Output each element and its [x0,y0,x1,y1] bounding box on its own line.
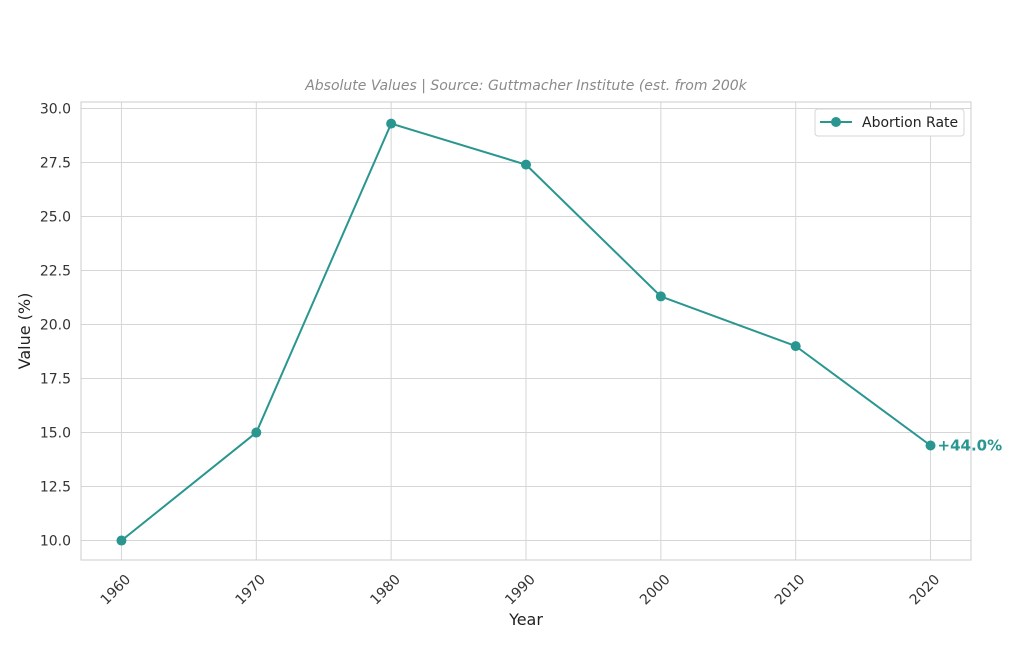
y-tick-label: 12.5 [40,480,71,496]
data-point [521,159,531,170]
y-tick-label: 15.0 [40,426,71,442]
legend-marker-icon [831,117,841,127]
x-tick-label: 1960 [98,572,135,609]
data-point [655,291,666,302]
growth-annotation: +44.0% [938,437,1003,455]
x-tick-label: 1980 [367,572,404,609]
data-point [386,118,397,129]
y-tick-label: 25.0 [40,210,71,226]
y-tick-label: 10.0 [40,534,71,550]
data-point [790,341,801,352]
data-point [925,440,936,451]
chart-subtitle: Absolute Values | Source: Guttmacher Ins… [304,78,747,94]
y-axis-ticks: 10.0 12.5 15.0 17.5 20.0 22.5 25.0 27.5 30.0 [40,101,71,549]
y-tick-label: 27.5 [40,155,71,171]
legend-entry-abortion-rate: Abortion Rate [862,115,958,131]
x-tick-label: 2020 [907,572,944,609]
y-tick-label: 17.5 [40,372,71,388]
data-point [251,427,262,438]
x-axis-ticks: 1960 1970 1980 1990 2000 2010 2020 [98,572,944,609]
y-axis-label: Value (%) [15,293,34,370]
series-abortion-rate [116,118,936,546]
y-tick-label: 22.5 [40,264,71,280]
legend-box [814,108,965,137]
grid-lines [81,102,971,560]
x-tick-label: 1990 [502,572,539,609]
y-tick-label: 30.0 [40,101,71,117]
data-point [116,535,127,546]
x-tick-label: 1970 [233,572,270,609]
x-tick-label: 2000 [637,572,674,609]
y-tick-label: 20.0 [40,318,71,334]
x-axis-label: Year [508,610,543,629]
x-tick-label: 2010 [772,572,809,609]
plot-frame [80,101,972,561]
legend: Abortion Rate [814,108,965,137]
